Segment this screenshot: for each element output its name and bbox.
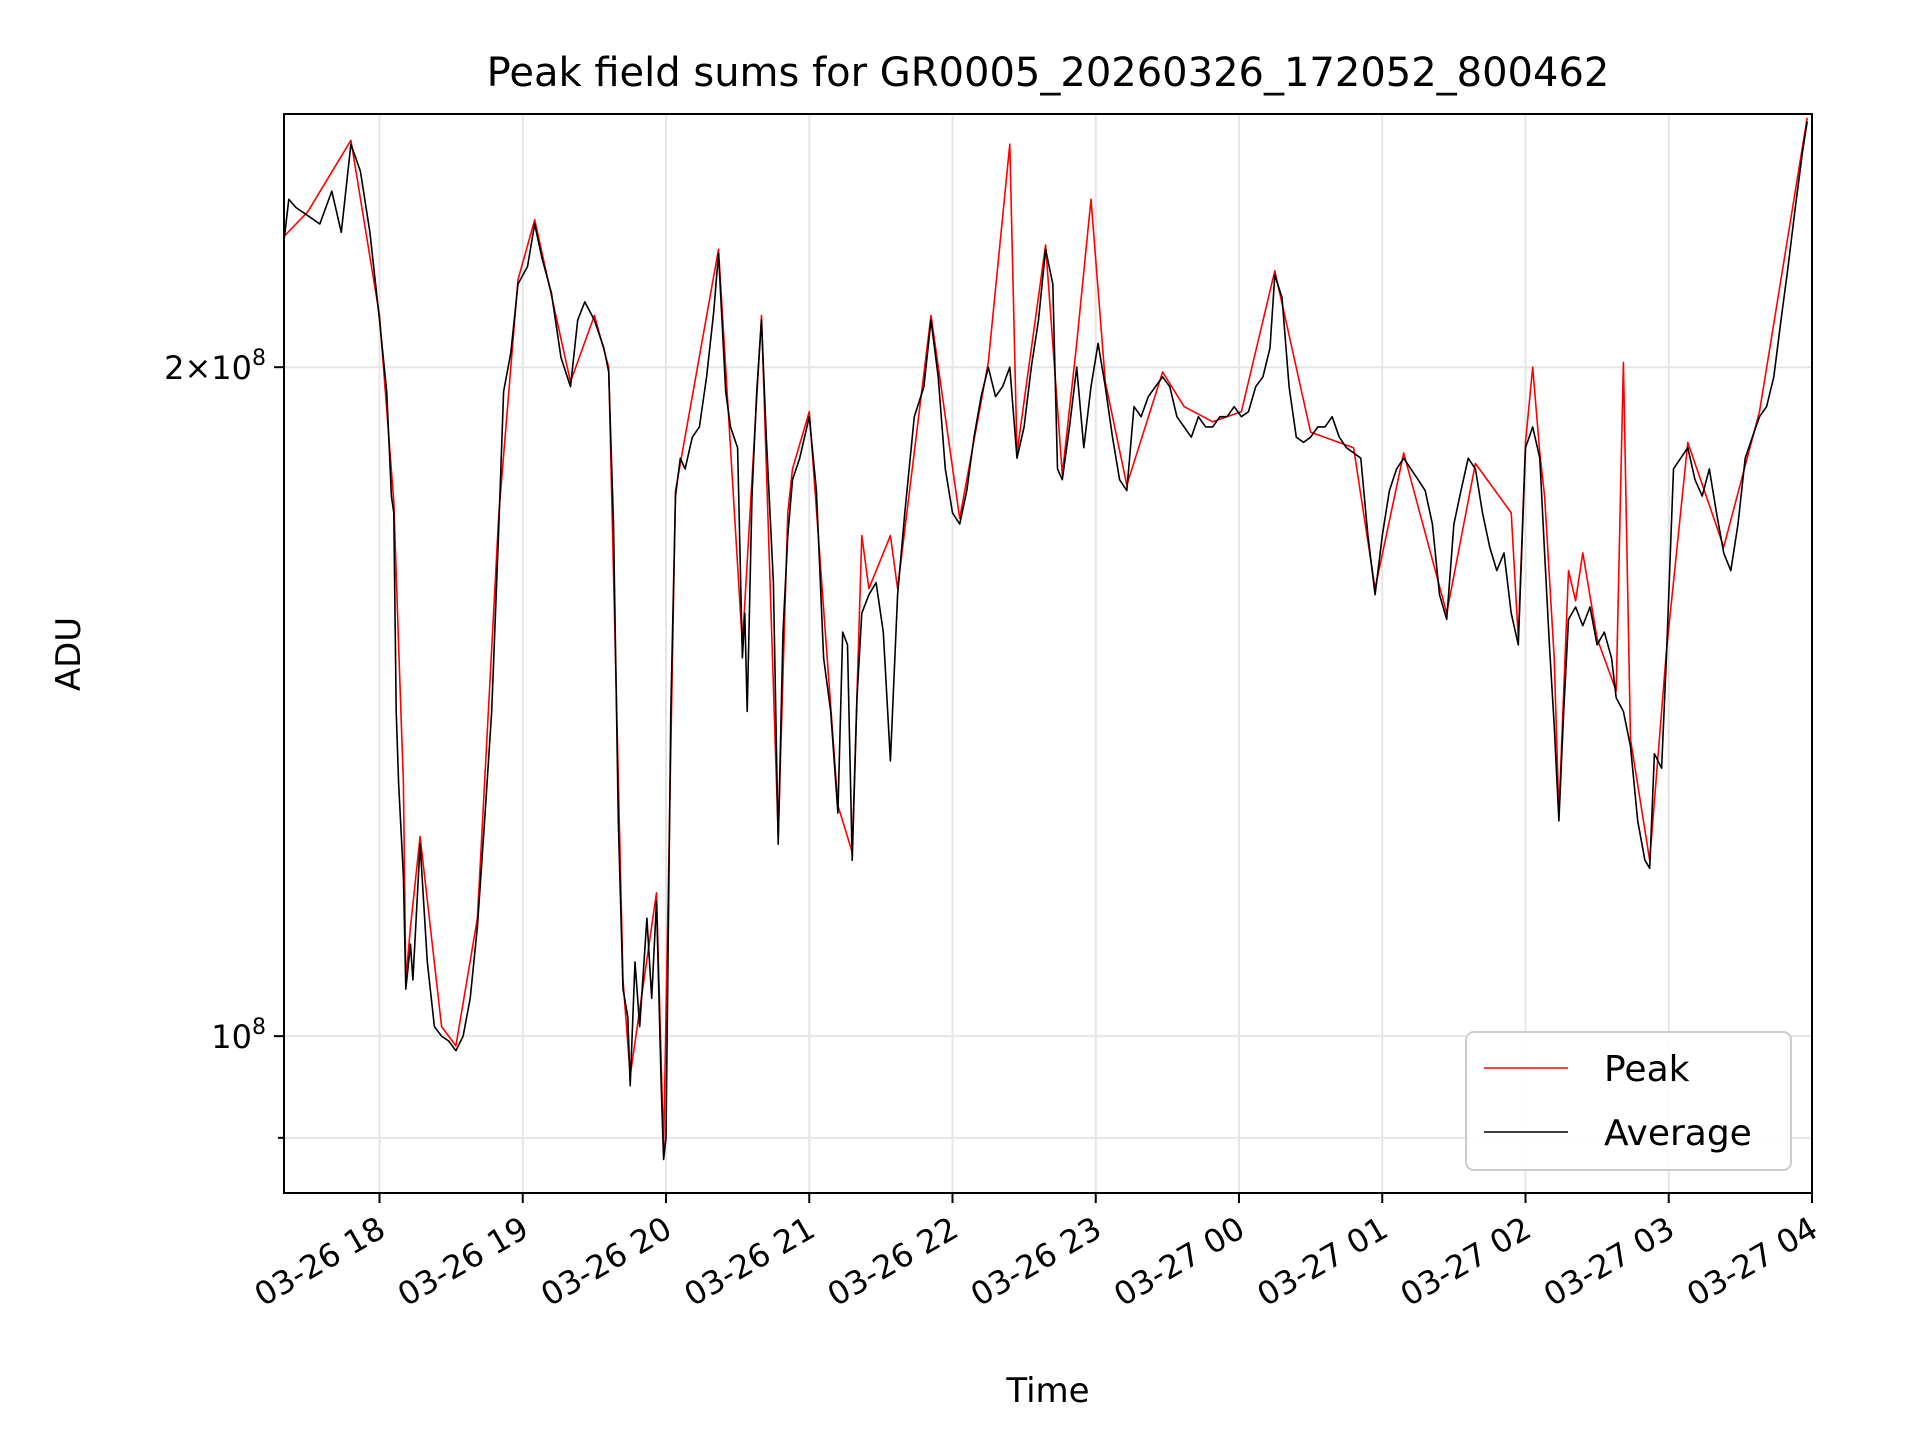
legend-label-peak: Peak	[1604, 1049, 1690, 1090]
y-tick-label-mantissa: 2×	[164, 349, 211, 387]
plot-frame	[283, 113, 1813, 1194]
series-line-average	[284, 121, 1808, 1161]
x-axis-label: Time	[1005, 1371, 1089, 1411]
y-tick-label-base: 10	[211, 1018, 252, 1056]
y-tick-label-exp: 8	[252, 1015, 266, 1040]
series-lines	[284, 117, 1808, 1161]
legend-label-average: Average	[1604, 1113, 1752, 1154]
y-axis-label: ADU	[49, 617, 89, 691]
y-tick-label-exp: 8	[252, 346, 266, 371]
y-tick-label: 2×108	[164, 346, 266, 387]
legend: Peak Average	[1465, 1031, 1792, 1171]
y-tick-label-base: 10	[211, 349, 252, 387]
legend-box	[1465, 1031, 1792, 1171]
series-line-peak	[284, 117, 1808, 1150]
chart-title: Peak field sums for GR0005_20260326_1720…	[487, 50, 1610, 96]
y-tick-label: 108	[211, 1015, 266, 1056]
